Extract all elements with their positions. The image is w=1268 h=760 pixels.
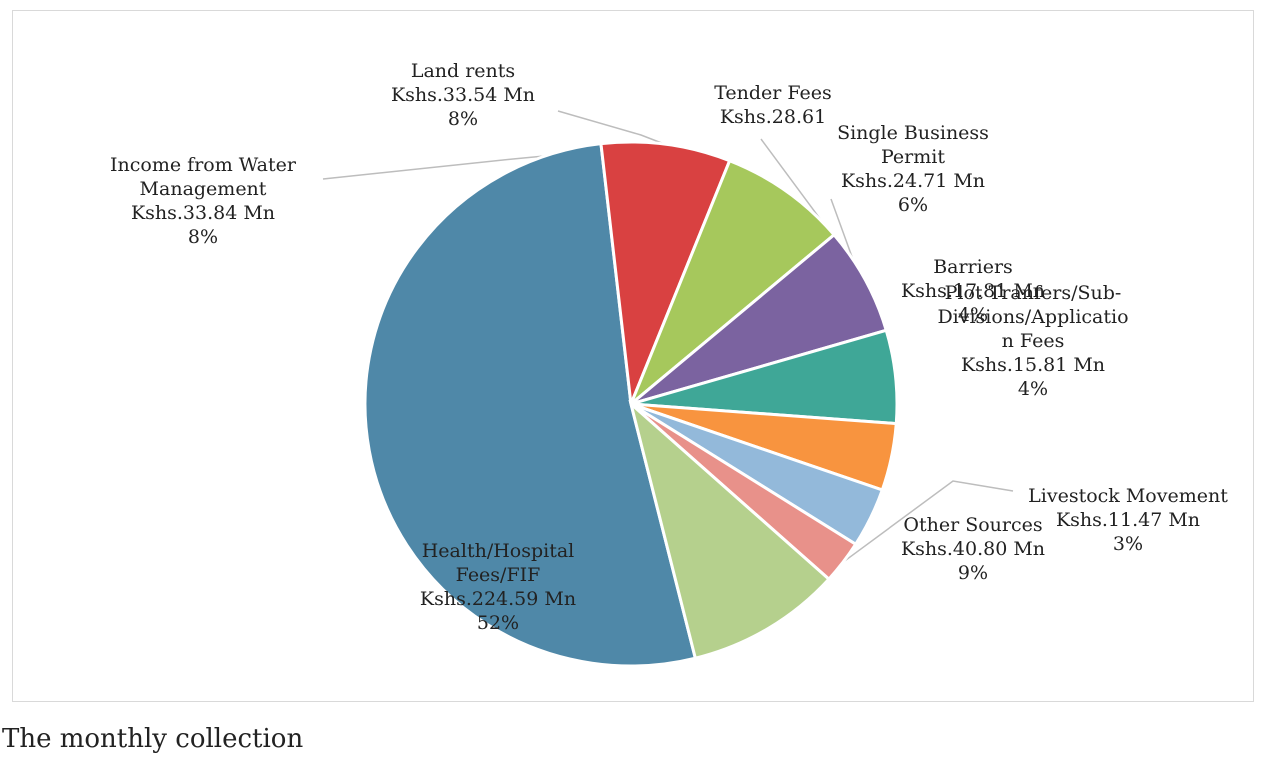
pie-slice-land-rents xyxy=(629,158,837,406)
slice-label-other-sources: Other Sources Kshs.40.80 Mn 9% xyxy=(900,514,1046,584)
slice-label-water: Income from Water Management Kshs.33.84 … xyxy=(110,154,296,248)
slice-label-tender-fees: Tender Fees Kshs.28.61 xyxy=(714,82,832,128)
slice-label-barriers: Barriers Kshs.17.81 Mn 4% xyxy=(900,256,1046,326)
chart-frame: Health/Hospital Fees/FIF Kshs.224.59 Mn … xyxy=(12,10,1254,702)
pie-chart xyxy=(322,110,1014,668)
slice-label-plot-transfers: Plot Tranfers/Sub- Divisions/Applicatio … xyxy=(937,282,1129,400)
pie-slice-health-hospital-fees-fif xyxy=(363,142,698,668)
leader-line xyxy=(842,480,1014,563)
slice-label-livestock-movement: Livestock Movement Kshs.11.47 Mn 3% xyxy=(1028,485,1228,555)
pie-slice-income-from-water-management xyxy=(599,140,732,405)
slice-label-single-business-permit: Single Business Permit Kshs.24.71 Mn 6% xyxy=(837,122,989,216)
footer-text: The monthly collection xyxy=(2,724,304,754)
slice-label-land-rents: Land rents Kshs.33.54 Mn 8% xyxy=(390,60,536,130)
slice-label-health: Health/Hospital Fees/FIF Kshs.224.59 Mn … xyxy=(419,540,577,634)
pie-slices xyxy=(363,140,899,668)
pie-slice-tender-fees xyxy=(630,232,889,406)
pie-slice-other-sources xyxy=(628,399,832,661)
